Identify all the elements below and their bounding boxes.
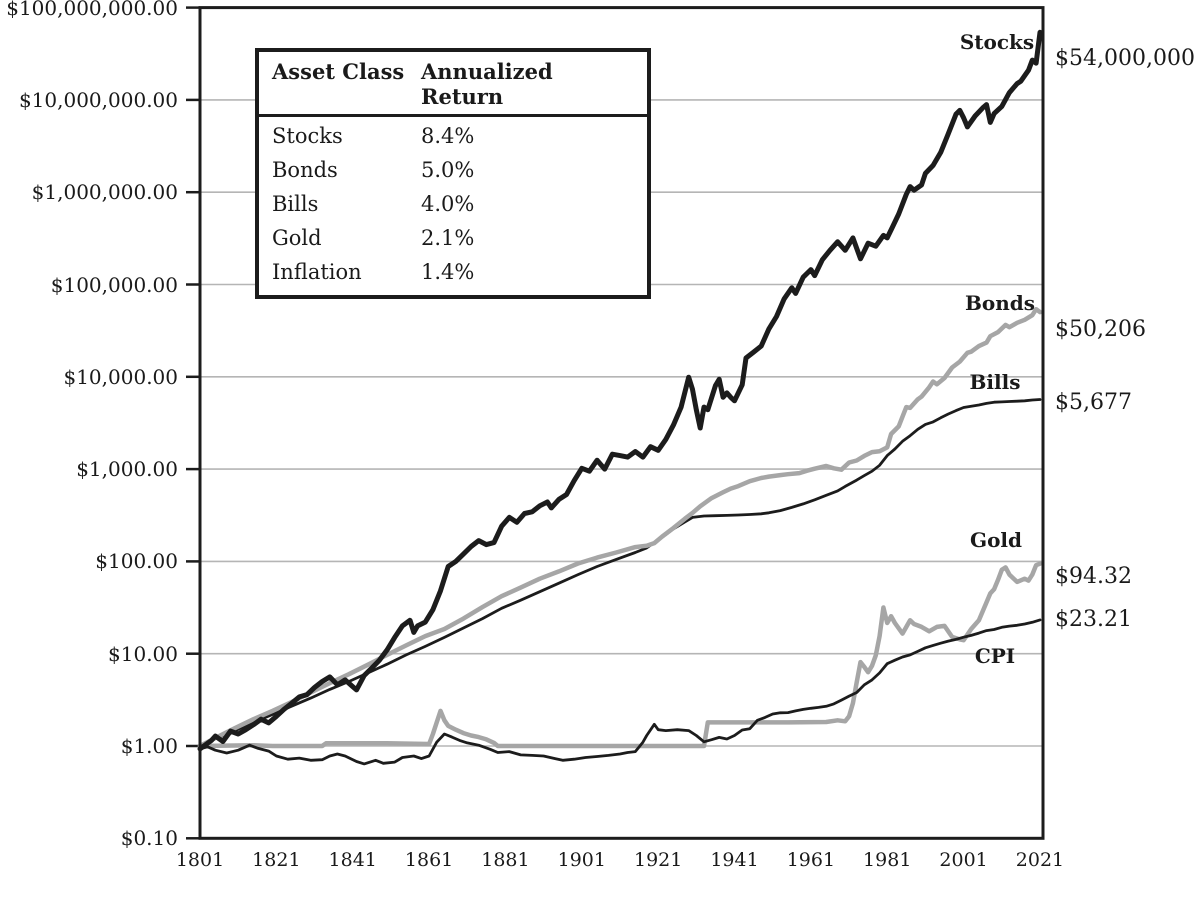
series-line-bills (198, 398, 1042, 748)
series-line-cpi (198, 618, 1042, 766)
legend-table: Asset Class Annualized Return Stocks 8.4%… (255, 48, 651, 299)
legend-row-gold: Gold 2.1% (259, 221, 647, 255)
series-label-bonds: Bonds (964, 291, 1036, 315)
series-label-stocks: Stocks (959, 30, 1035, 54)
series-label-gold: Gold (969, 528, 1023, 552)
x-axis-label: 2001 (939, 849, 988, 871)
legend-header-row: Asset Class Annualized Return (259, 52, 647, 117)
x-axis-label: 1801 (175, 849, 225, 871)
y-axis-label: $10.00 (108, 641, 178, 666)
series-line-stocks (197, 29, 1043, 752)
legend-row-stocks: Stocks 8.4% (259, 119, 647, 153)
y-axis-label: $100,000,000.00 (6, 0, 178, 20)
x-axis-label: 1861 (404, 849, 454, 871)
legend-return-cell: 8.4% (421, 124, 475, 148)
legend-header-asset-class: Asset Class (272, 59, 405, 84)
x-axis-label: 1881 (481, 849, 530, 871)
legend-header-annualized-return: Annualized Return (421, 59, 553, 109)
y-axis-label: $1,000.00 (76, 457, 178, 482)
y-axis-label: $100.00 (95, 549, 178, 574)
x-axis-label: 1961 (786, 849, 836, 871)
y-axis-label: $10,000,000.00 (18, 87, 178, 112)
series-label-cpi: CPI (974, 644, 1016, 668)
legend-asset-cell: Bills (272, 192, 319, 216)
legend-row-bonds: Bonds 5.0% (259, 153, 647, 187)
y-axis-label: $0.10 (120, 826, 178, 851)
legend-row-inflation: Inflation 1.4% (259, 255, 647, 289)
series-line-bonds (197, 306, 1043, 749)
series-line-gold (197, 561, 1043, 749)
plot-border (198, 6, 1045, 840)
y-axis-label: $100,000.00 (50, 272, 178, 297)
legend-return-cell: 4.0% (421, 192, 475, 216)
legend-rows: Stocks 8.4% Bonds 5.0% Bills 4.0% Gold 2.1% Infl… (259, 117, 647, 295)
legend-return-cell: 5.0% (421, 158, 475, 182)
x-axis-label: 1901 (557, 849, 606, 871)
end-value-label-stocks: $54,000,000 (1055, 46, 1195, 71)
end-value-label-bills: $5,677 (1055, 390, 1132, 415)
y-axis-label: $10,000.00 (63, 364, 178, 389)
x-axis-label: 1941 (710, 849, 759, 871)
series-label-bills: Bills (969, 370, 1021, 394)
legend-row-bills: Bills 4.0% (259, 187, 647, 221)
y-axis-label: $1.00 (120, 734, 178, 758)
x-axis-label: 1821 (252, 849, 301, 871)
x-axis-label: 2021 (1015, 849, 1065, 871)
x-axis-label: 1841 (328, 849, 377, 871)
legend-asset-cell: Stocks (272, 124, 343, 148)
x-axis-label: 1921 (633, 849, 683, 871)
legend-return-cell: 1.4% (421, 260, 475, 284)
legend-asset-cell: Bonds (272, 158, 338, 182)
x-axis-label: 1981 (863, 849, 912, 871)
end-value-label-gold: $94.32 (1055, 564, 1132, 589)
y-axis-label: $1,000,000.00 (31, 180, 178, 205)
legend-asset-cell: Inflation (272, 260, 362, 284)
legend-return-cell: 2.1% (421, 226, 475, 250)
end-value-label-cpi: $23.21 (1055, 607, 1132, 632)
end-value-label-bonds: $50,206 (1055, 317, 1146, 342)
legend-asset-cell: Gold (272, 226, 322, 250)
